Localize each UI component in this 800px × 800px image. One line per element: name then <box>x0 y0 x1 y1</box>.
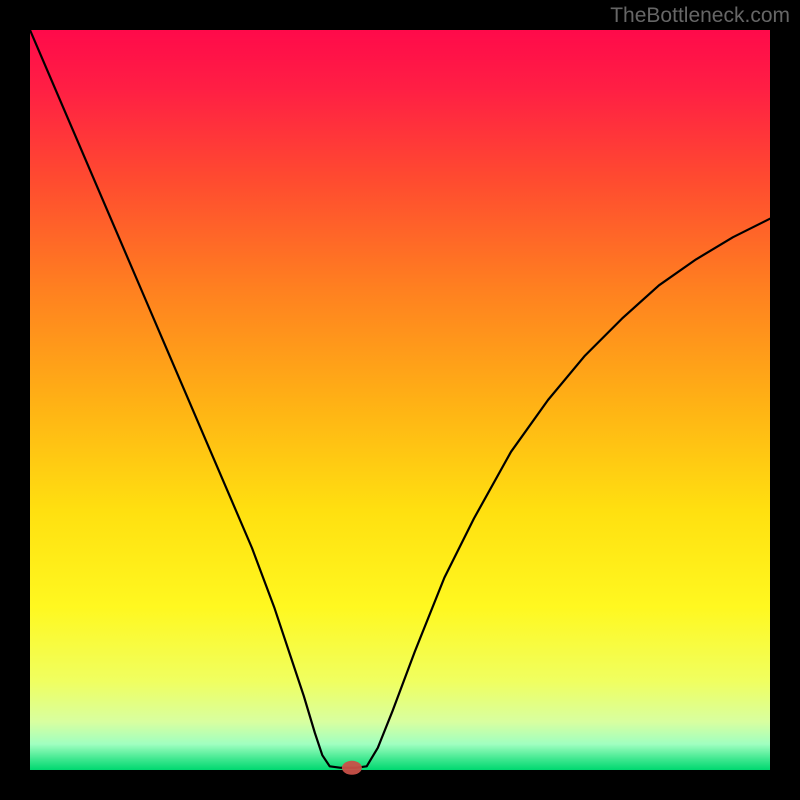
watermark-text: TheBottleneck.com <box>610 4 790 28</box>
plot-background <box>30 30 770 770</box>
bottleneck-chart <box>0 0 800 800</box>
minimum-marker <box>342 761 362 775</box>
chart-container: TheBottleneck.com <box>0 0 800 800</box>
